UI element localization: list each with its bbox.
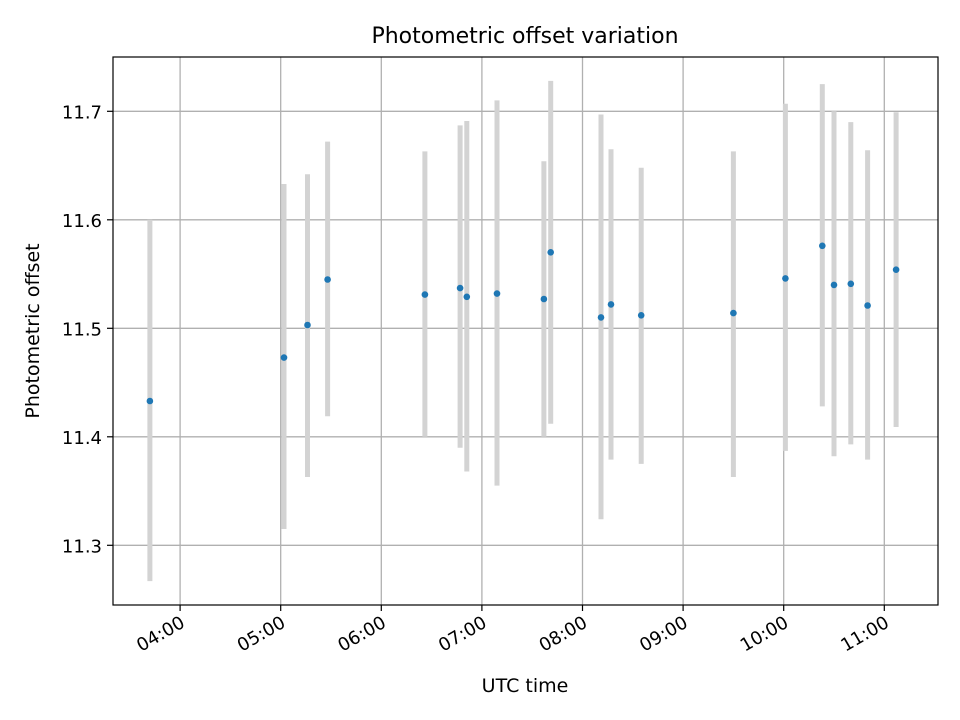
data-point	[597, 314, 605, 321]
data-point	[547, 249, 554, 256]
x-tick-label: 06:00	[334, 612, 389, 656]
data-point	[637, 312, 645, 319]
y-tick-label: 11.5	[62, 319, 102, 340]
data-point	[146, 397, 154, 405]
data-point	[830, 281, 838, 289]
plot-frame	[112, 56, 939, 606]
data-point	[540, 295, 548, 303]
x-axis: 04:00 05:00 06:00 07:00 08:00 09:00 10:00 11:00	[133, 605, 893, 656]
x-tick-label: 10:00	[737, 612, 792, 656]
data-point	[864, 302, 871, 309]
data-point	[421, 291, 429, 298]
y-tick-label: 11.4	[62, 428, 102, 449]
data-point	[730, 309, 737, 317]
y-axis-label: Photometric offset	[22, 243, 44, 418]
x-tick-label: 09:00	[636, 612, 691, 656]
data-point	[892, 266, 900, 274]
data-point	[607, 301, 615, 308]
data-point	[782, 275, 789, 282]
y-axis: 11.3 11.4 11.5 11.6 11.7	[62, 102, 113, 557]
data-point	[463, 293, 471, 301]
data-point	[493, 290, 501, 297]
x-tick-label: 04:00	[133, 612, 188, 656]
x-tick-label: 08:00	[536, 612, 591, 656]
y-tick-label: 11.6	[62, 211, 102, 232]
x-tick-label: 05:00	[234, 612, 289, 656]
x-tick-label: 11:00	[837, 612, 892, 656]
chart-title: Photometric offset variation	[371, 24, 678, 49]
x-axis-label: UTC time	[482, 675, 569, 697]
data-point	[280, 354, 288, 361]
data-point	[304, 321, 311, 329]
data-points	[146, 242, 900, 405]
y-tick-label: 11.3	[62, 536, 102, 557]
x-tick-label: 07:00	[435, 612, 490, 656]
plot-area-background	[113, 57, 938, 605]
data-point	[847, 280, 855, 288]
data-point	[324, 276, 331, 283]
data-point	[456, 284, 464, 292]
y-tick-label: 11.7	[62, 102, 102, 123]
data-point	[819, 242, 826, 250]
